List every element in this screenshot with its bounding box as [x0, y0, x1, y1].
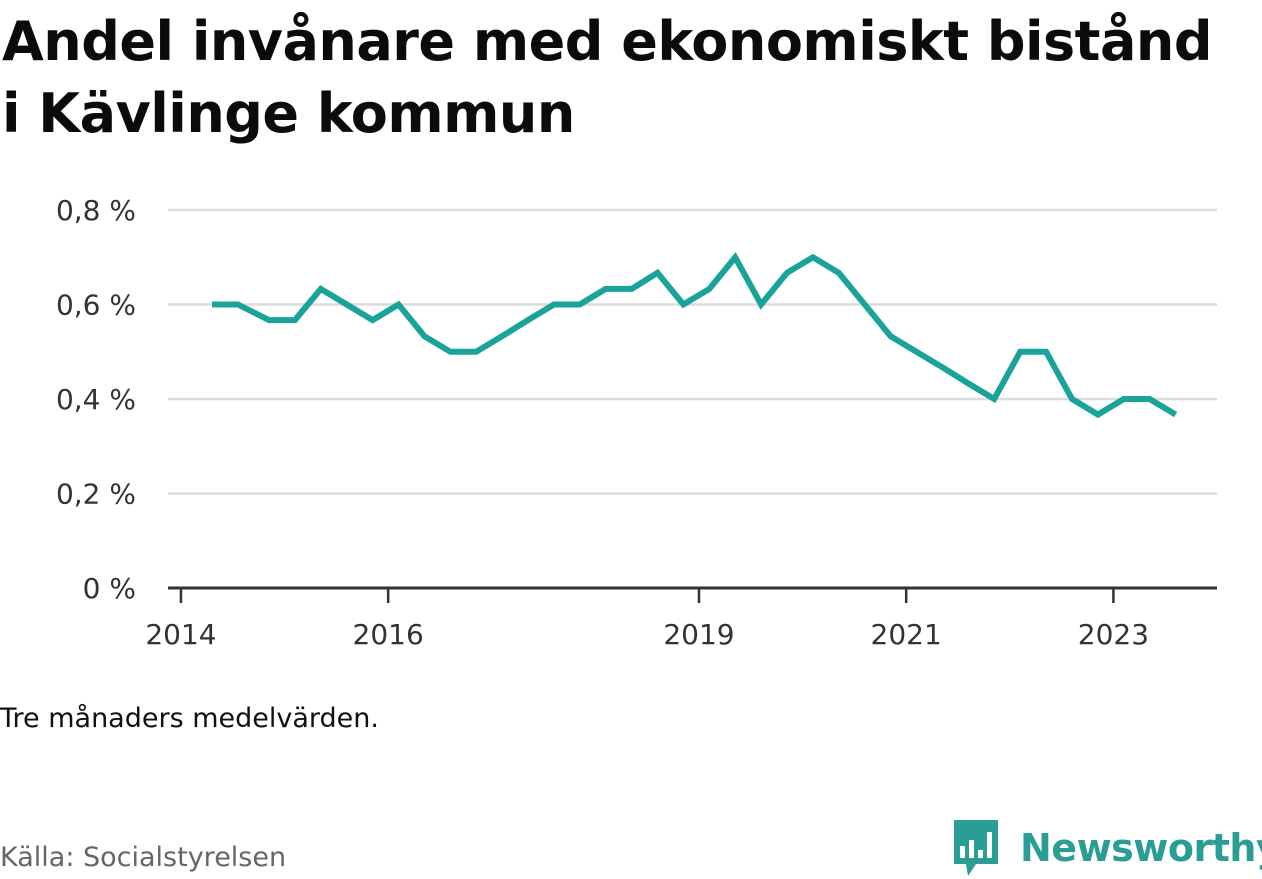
data-point — [1017, 349, 1023, 355]
data-point — [888, 333, 894, 339]
data-point — [939, 364, 945, 370]
data-point — [421, 333, 427, 339]
chart-note: Tre månaders medelvärden. — [0, 703, 379, 734]
series-line — [212, 251, 1178, 419]
data-point — [473, 349, 479, 355]
data-point — [680, 302, 686, 308]
chart-title: Andel invånare med ekonomiskt bistånd i … — [2, 10, 1213, 145]
brand-name: Newsworthy — [1020, 826, 1262, 870]
y-tick-label: 0,6 % — [56, 289, 136, 322]
data-point — [914, 349, 920, 355]
data-point — [810, 254, 816, 260]
y-axis-tick-labels: 0 % 0,2 % 0,4 % 0,6 % 0,8 % — [56, 194, 136, 605]
data-point — [965, 380, 971, 386]
x-tick-label: 2023 — [1078, 618, 1149, 651]
data-point — [266, 317, 272, 323]
data-point — [1147, 396, 1153, 402]
data-point — [732, 254, 738, 260]
data-point — [344, 302, 350, 308]
data-point — [551, 302, 557, 308]
data-point — [292, 317, 298, 323]
data-point — [862, 302, 868, 308]
y-tick-label: 0,4 % — [56, 383, 136, 416]
x-tick-label: 2016 — [353, 618, 424, 651]
data-point — [499, 333, 505, 339]
data-point — [991, 396, 997, 402]
data-point — [1173, 412, 1179, 418]
data-point — [629, 286, 635, 292]
y-tick-label: 0,8 % — [56, 194, 136, 227]
data-point — [577, 302, 583, 308]
data-point — [1043, 349, 1049, 355]
brand-logo: Newsworthy — [950, 818, 1262, 878]
data-point — [784, 270, 790, 276]
x-tick-label: 2021 — [871, 618, 942, 651]
data-point — [1121, 396, 1127, 402]
gridlines — [168, 208, 1217, 495]
y-tick-label: 0,2 % — [56, 478, 136, 511]
data-point — [706, 286, 712, 292]
data-series — [209, 251, 1179, 419]
data-point — [836, 270, 842, 276]
x-tick-label: 2019 — [663, 618, 734, 651]
x-tick-label: 2014 — [145, 618, 216, 651]
data-point — [318, 286, 324, 292]
data-point — [370, 317, 376, 323]
line-chart: 0 % 0,2 % 0,4 % 0,6 % 0,8 % 2014 2016 2019 2021… — [56, 194, 1217, 651]
data-point — [1095, 412, 1101, 418]
data-point — [447, 349, 453, 355]
source-label: Källa: Socialstyrelsen — [0, 842, 287, 873]
newsworthy-logo-icon — [954, 820, 998, 876]
data-point — [209, 302, 215, 308]
data-point — [758, 302, 764, 308]
x-axis: 2014 2016 2019 2021 2023 — [145, 586, 1217, 651]
data-point — [235, 302, 241, 308]
data-point — [603, 286, 609, 292]
data-point — [525, 317, 531, 323]
data-point — [655, 270, 661, 276]
y-tick-label: 0 % — [83, 572, 136, 605]
data-point — [396, 302, 402, 308]
data-point — [1069, 396, 1075, 402]
